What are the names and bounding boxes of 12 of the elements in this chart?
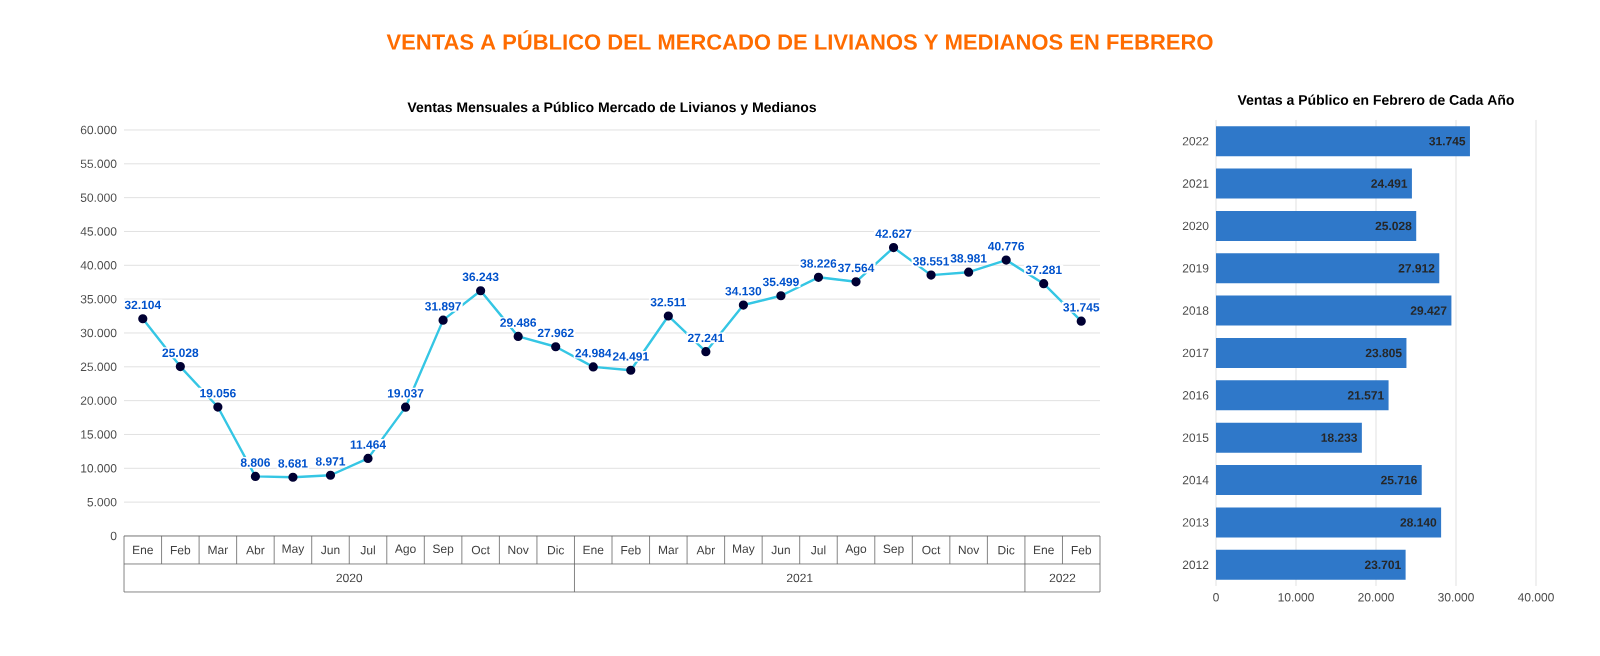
bar: [1216, 210, 1417, 241]
bar: [1216, 465, 1422, 496]
bar: [1216, 253, 1440, 284]
bar: [1216, 337, 1407, 368]
bar: [1216, 380, 1389, 411]
bar: [1216, 507, 1442, 538]
chart-title: VENTAS A PÚBLICO DEL MERCADO DE LIVIANOS Y MEDIANOS EN FEBRERO: [386, 30, 1213, 50]
bar: [1216, 168, 1412, 199]
bar: [1216, 422, 1362, 453]
bar: [1216, 549, 1406, 580]
bar: [1216, 126, 1470, 157]
bar: [1216, 295, 1452, 326]
